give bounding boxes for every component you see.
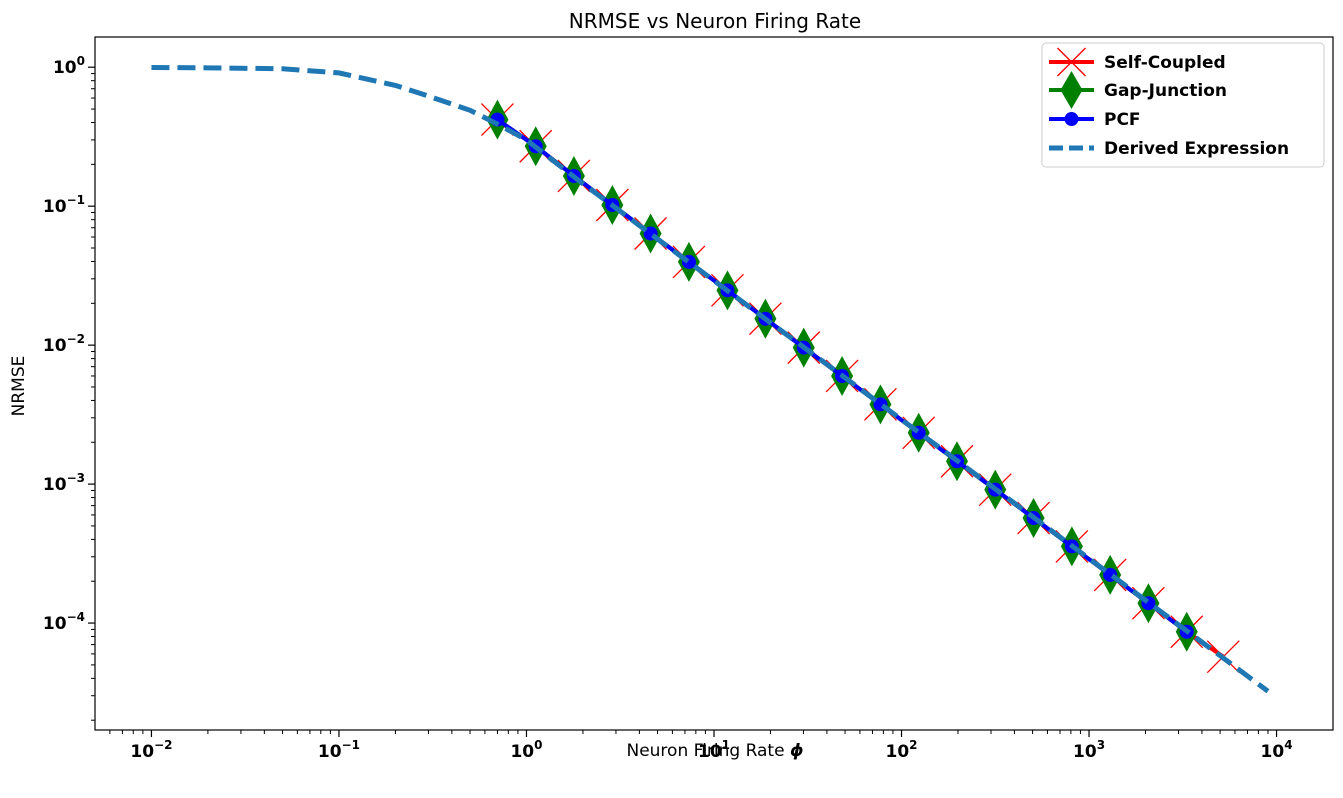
legend-label: Gap-Junction [1104, 81, 1227, 101]
derived-expression-line [151, 65, 1270, 694]
y-tick-label: 10−2 [43, 332, 85, 356]
x-tick-label: 101 [698, 738, 730, 762]
y-tick-label: 10−4 [43, 610, 85, 634]
axes-frame [94, 36, 1334, 731]
legend-label: Self-Coupled [1104, 53, 1226, 73]
y-tick-label: 10−3 [43, 471, 85, 495]
legend-gap-junction-marker [1060, 71, 1083, 109]
x-axis-label-text: Neuron Firing Rate [626, 741, 784, 761]
legend-pcf-marker [1064, 112, 1079, 126]
x-tick-label: 103 [1073, 738, 1105, 762]
x-axis-label: Neuron Firing Rate ϕ [626, 741, 803, 761]
x-tick-label: 102 [886, 738, 918, 762]
legend-label: PCF [1104, 110, 1141, 130]
y-axis-label: NRMSE [9, 356, 29, 417]
legend-box [1041, 42, 1325, 168]
plot-area: 10−2 10−1 100 101 102 103 104 100 10−1 10−2 10−3 10… [43, 36, 1334, 762]
x-tick-label: 10−2 [130, 738, 172, 762]
legend: Self-Coupled Gap-Junction PCF Derived Expre… [1041, 42, 1325, 168]
y-tick-label: 100 [53, 54, 85, 78]
x-tick-label: 10−1 [318, 738, 360, 762]
chart-title: NRMSE vs Neuron Firing Rate [569, 9, 861, 33]
x-tick-label: 100 [510, 738, 542, 762]
x-axis-label-symbol: ϕ [790, 741, 804, 761]
legend-self-coupled-marker [1057, 47, 1086, 77]
legend-label: Derived Expression [1104, 139, 1289, 159]
y-tick-label: 10−1 [43, 193, 85, 217]
x-tick-label: 104 [1261, 738, 1293, 762]
